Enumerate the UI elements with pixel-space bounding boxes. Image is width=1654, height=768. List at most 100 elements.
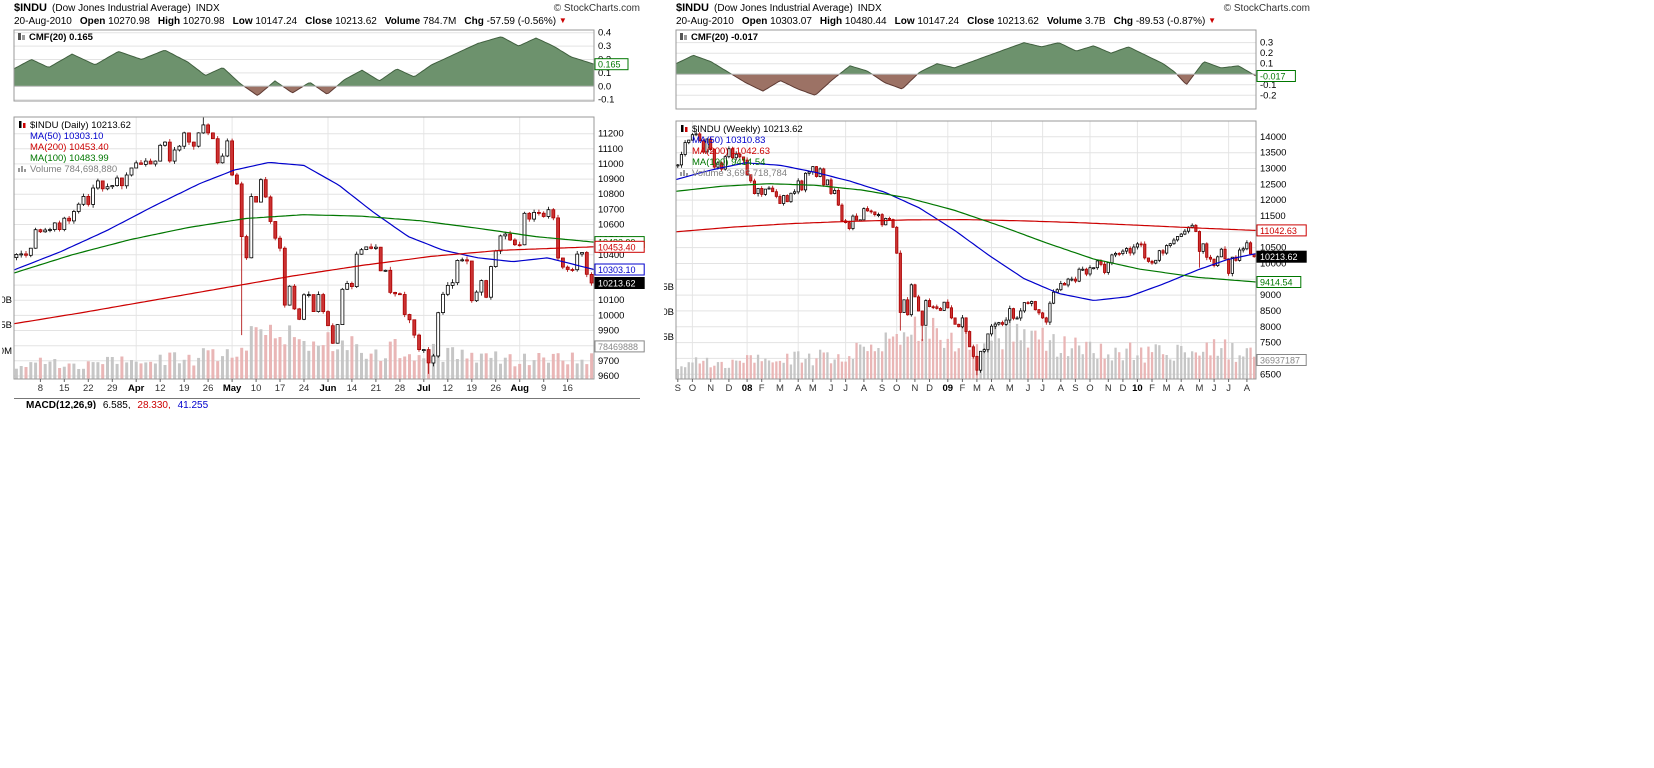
svg-text:F: F: [759, 383, 765, 393]
svg-text:11000: 11000: [598, 159, 624, 170]
candlestick-legend-icon: [681, 125, 684, 132]
svg-text:0.0: 0.0: [598, 81, 611, 92]
svg-text:-0.1: -0.1: [598, 95, 614, 106]
chart-header: $INDU (Dow Jones Industrial Average) IND…: [2, 0, 646, 15]
svg-text:0.1: 0.1: [1260, 59, 1273, 70]
svg-text:M: M: [809, 383, 817, 393]
svg-text:S: S: [675, 383, 681, 393]
svg-text:11100: 11100: [598, 144, 623, 155]
svg-text:10: 10: [1132, 383, 1143, 393]
svg-text:J: J: [1026, 383, 1031, 393]
svg-text:8: 8: [38, 383, 43, 394]
svg-text:A: A: [1244, 383, 1251, 393]
svg-text:09: 09: [943, 383, 954, 393]
svg-text:5B: 5B: [664, 332, 674, 343]
svg-text:A: A: [795, 383, 802, 393]
svg-text:36937187: 36937187: [1260, 356, 1300, 366]
svg-text:Apr: Apr: [128, 383, 145, 394]
legend-entry: $INDU (Daily) 10213.62: [30, 120, 131, 131]
svg-text:J: J: [843, 383, 848, 393]
svg-text:0.1: 0.1: [598, 68, 611, 79]
svg-text:0.3: 0.3: [598, 41, 611, 52]
svg-text:0.165: 0.165: [598, 60, 621, 70]
svg-text:8500: 8500: [1260, 306, 1281, 317]
svg-text:M: M: [1006, 383, 1014, 393]
svg-text:0.2: 0.2: [1260, 48, 1273, 59]
quote-date: 20-Aug-2010: [676, 16, 734, 27]
svg-text:9000: 9000: [1260, 290, 1281, 301]
ma-line: [675, 162, 1257, 301]
ma-line: [13, 214, 595, 274]
svg-text:10900: 10900: [598, 174, 624, 185]
svg-text:D: D: [725, 383, 732, 393]
svg-text:8000: 8000: [1260, 322, 1281, 333]
chart-header: $INDU (Dow Jones Industrial Average) IND…: [664, 0, 1316, 15]
svg-text:12: 12: [443, 383, 454, 394]
svg-text:9900: 9900: [598, 326, 619, 337]
svg-text:-0.2: -0.2: [1260, 90, 1276, 101]
svg-text:J: J: [1212, 383, 1217, 393]
svg-text:J: J: [829, 383, 834, 393]
svg-text:11500: 11500: [1260, 211, 1286, 222]
svg-text:11042.63: 11042.63: [1260, 226, 1297, 236]
svg-text:21: 21: [371, 383, 382, 394]
svg-text:5B: 5B: [2, 320, 12, 331]
svg-text:08: 08: [742, 383, 753, 393]
svg-text:M: M: [1196, 383, 1204, 393]
cmf-label: CMF(20) 0.165: [29, 32, 94, 43]
svg-text:N: N: [707, 383, 714, 393]
svg-text:Jul: Jul: [417, 383, 431, 394]
svg-text:9600: 9600: [598, 371, 619, 382]
ma-line: [675, 219, 1257, 233]
legend-entry: MA(200) 11042.63: [692, 146, 770, 157]
svg-text:J: J: [1226, 383, 1231, 393]
change-down-arrow-icon: ▼: [1208, 16, 1217, 25]
legend-entry: $INDU (Weekly) 10213.62: [692, 124, 803, 135]
exchange-label: INDX: [195, 3, 220, 14]
svg-text:F: F: [959, 383, 965, 393]
cmf-label: CMF(20) -0.017: [691, 32, 758, 43]
svg-text:A: A: [1178, 383, 1185, 393]
svg-text:22: 22: [83, 383, 94, 394]
svg-text:N: N: [1105, 383, 1112, 393]
svg-text:10213.62: 10213.62: [1260, 252, 1298, 262]
close-field: Close 10213.62: [305, 16, 377, 27]
ma-line: [13, 161, 595, 271]
ohlc-info-bar: 20-Aug-2010 Open 10303.07 High 10480.44 …: [664, 15, 1316, 29]
svg-text:10000: 10000: [598, 310, 624, 321]
svg-text:10453.40: 10453.40: [598, 242, 636, 252]
svg-text:M: M: [1163, 383, 1171, 393]
svg-text:10600: 10600: [598, 220, 624, 231]
stockcharts-copyright-link[interactable]: © StockCharts.com: [553, 3, 640, 14]
svg-text:10700: 10700: [598, 204, 624, 215]
svg-text:11200: 11200: [598, 129, 624, 140]
svg-text:-0.1: -0.1: [1260, 80, 1276, 91]
svg-text:10: 10: [251, 383, 262, 394]
svg-text:24: 24: [299, 383, 310, 394]
svg-text:9414.54: 9414.54: [1260, 277, 1293, 287]
close-field: Close 10213.62: [967, 16, 1039, 27]
svg-text:13500: 13500: [1260, 148, 1286, 159]
indicator-icon: [18, 33, 21, 40]
svg-text:9700: 9700: [598, 356, 619, 367]
svg-text:S: S: [1072, 383, 1078, 393]
indicator-label: MACD(12,26,9): [26, 400, 97, 409]
volume-field: Volume 3.7B: [1046, 16, 1106, 27]
svg-text:Jun: Jun: [320, 383, 337, 394]
symbol: $INDU: [676, 2, 710, 14]
legend-entry: MA(200) 10453.40: [30, 142, 109, 153]
legend-entry: MA(50) 10303.10: [30, 131, 103, 142]
svg-text:O: O: [1086, 383, 1093, 393]
svg-text:10100: 10100: [598, 295, 624, 306]
svg-text:6500: 6500: [1260, 369, 1281, 380]
stockcharts-copyright-link[interactable]: © StockCharts.com: [1223, 3, 1310, 14]
svg-text:13000: 13000: [1260, 163, 1286, 174]
volume-bars-legend-icon: [18, 168, 20, 172]
svg-text:0B: 0B: [664, 307, 674, 318]
svg-text:12: 12: [155, 383, 166, 394]
open-field: Open 10270.98: [79, 16, 150, 27]
low-field: Low 10147.24: [232, 16, 298, 27]
indicator-icon: [680, 33, 683, 40]
candlestick-legend-icon: [19, 121, 22, 128]
